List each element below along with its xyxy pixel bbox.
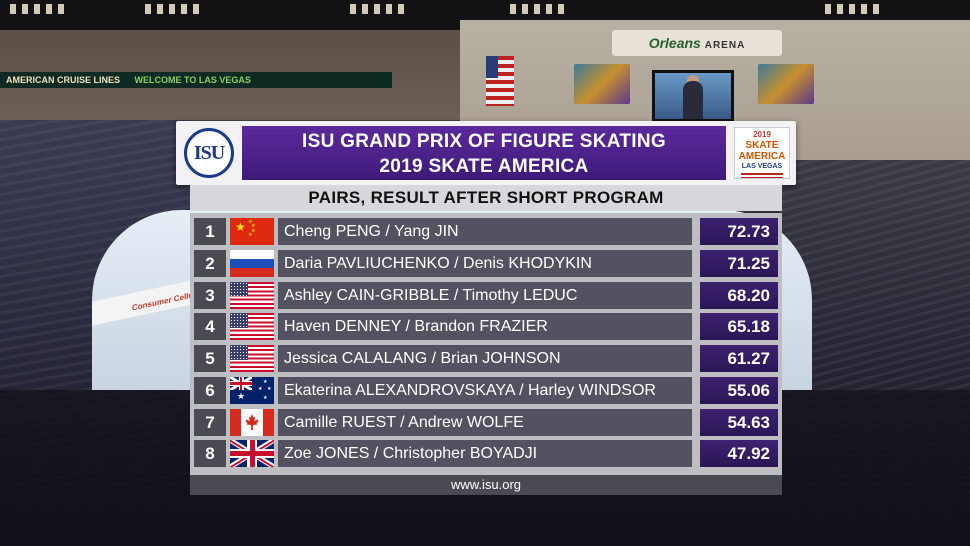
jumbotron-screen [652, 70, 734, 122]
rank-cell: 4 [194, 313, 226, 341]
result-row: 8 Zoe JONES / Christopher BOYADJI 47.92 [194, 438, 778, 470]
australia-flag-icon: ★ ★ ★ ★ ★ [230, 376, 274, 404]
event-logo-city: LAS VEGAS [741, 163, 783, 170]
result-row: 5 Jessica CALALANG / Brian JOHNSON 61.27 [194, 343, 778, 375]
arena-sign: Orleans ARENA [612, 30, 782, 56]
team-names: Haven DENNEY / Brandon FRAZIER [278, 313, 692, 341]
ceiling-light [825, 4, 885, 14]
ceiling-light [350, 4, 410, 14]
china-flag-icon: ★ ★ ★ ★ ★ [230, 218, 274, 245]
rank-cell: 7 [194, 408, 226, 436]
title-line-2: 2019 SKATE AMERICA [379, 156, 589, 177]
rank-cell: 5 [194, 345, 226, 372]
score-cell: 47.92 [700, 440, 778, 468]
team-names: Ekaterina ALEXANDROVSKAYA / Harley WINDS… [278, 376, 692, 404]
graphic-header: ISU ISU GRAND PRIX OF FIGURE SKATING 201… [176, 121, 796, 185]
score-cell: 54.63 [700, 408, 778, 436]
led-ribbon-board: AMERICAN CRUISE LINES WELCOME TO LAS VEG… [0, 72, 392, 88]
rank-cell: 3 [194, 281, 226, 309]
rank-cell: 6 [194, 376, 226, 404]
flag-star-icon: ★ [258, 385, 263, 392]
segment-subtitle: PAIRS, RESULT AFTER SHORT PROGRAM [190, 185, 782, 211]
maple-leaf-icon [245, 413, 259, 430]
score-cell: 65.18 [700, 313, 778, 341]
team-names: Cheng PENG / Yang JIN [278, 218, 692, 245]
union-jack [230, 440, 274, 468]
isu-logo-icon: ISU [184, 128, 234, 178]
result-row: 3 Ashley CAIN-GRIBBLE / Timothy LEDUC 68… [194, 280, 778, 312]
ribbon-ad-text: AMERICAN CRUISE LINES [6, 75, 121, 85]
result-row: 1 ★ ★ ★ ★ ★ Cheng PENG / Yang JIN 72.73 [194, 216, 778, 248]
event-logo-year: 2019 [753, 130, 771, 139]
flag-star-icon: ★ [263, 394, 268, 401]
flag-star-icon: ★ [267, 385, 272, 392]
title-box: ISU GRAND PRIX OF FIGURE SKATING 2019 SK… [242, 126, 726, 180]
score-cell: 55.06 [700, 376, 778, 404]
rank-cell: 2 [194, 249, 226, 277]
footer-url: www.isu.org [190, 475, 782, 495]
team-names: Daria PAVLIUCHENKO / Denis KHODYKIN [278, 249, 692, 277]
canada-flag-icon [230, 408, 274, 436]
flag-star-icon: ★ [237, 390, 246, 401]
flag-canton [230, 281, 248, 296]
result-row: 4 Haven DENNEY / Brandon FRAZIER 65.18 [194, 311, 778, 343]
rank-cell: 1 [194, 218, 226, 245]
usa-flag-icon [230, 313, 274, 341]
flag-star-icon: ★ [235, 220, 246, 234]
team-names: Ashley CAIN-GRIBBLE / Timothy LEDUC [278, 281, 692, 309]
team-names: Zoe JONES / Christopher BOYADJI [278, 440, 692, 468]
event-logo-name: SKATE AMERICA [738, 140, 786, 162]
union-jack-canton [230, 376, 252, 391]
score-cell: 72.73 [700, 218, 778, 245]
event-logo-stripe [741, 173, 783, 178]
flag-canton [230, 345, 248, 360]
flag-star-icon: ★ [251, 223, 256, 229]
flag-canton [230, 313, 248, 328]
ceiling-light [510, 4, 570, 14]
result-row: 6 ★ ★ ★ ★ ★ Ekaterina ALEXANDROVSKAYA / … [194, 375, 778, 407]
hanging-us-flag [486, 56, 514, 106]
event-banner-left [574, 64, 630, 104]
result-row: 2 Daria PAVLIUCHENKO / Denis KHODYKIN 71… [194, 248, 778, 280]
flag-star-icon: ★ [263, 378, 268, 385]
arena-sign-brand: Orleans [648, 35, 701, 51]
jumbotron-display [655, 73, 731, 119]
ceiling-light [145, 4, 205, 14]
arena-sign-word: ARENA [704, 40, 746, 51]
score-cell: 61.27 [700, 345, 778, 372]
presenter-figure [683, 81, 703, 119]
score-cell: 71.25 [700, 249, 778, 277]
usa-flag-icon [230, 345, 274, 372]
flag-cross-red [239, 376, 243, 391]
ribbon-welcome-text: WELCOME TO LAS VEGAS [134, 75, 251, 85]
ceiling-light [10, 4, 70, 14]
flag-star-icon: ★ [248, 232, 253, 238]
flag-cross-red [249, 440, 255, 468]
uk-flag-icon [230, 440, 274, 468]
team-names: Camille RUEST / Andrew WOLFE [278, 408, 692, 436]
flag-star-icon: ★ [251, 228, 256, 234]
event-banner-right [758, 64, 814, 104]
results-table: 1 ★ ★ ★ ★ ★ Cheng PENG / Yang JIN 72.73 … [190, 213, 782, 475]
skate-america-logo-icon: 2019 SKATE AMERICA LAS VEGAS [734, 127, 790, 179]
result-row: 7 Camille RUEST / Andrew WOLFE 54.63 [194, 407, 778, 439]
usa-flag-icon [230, 281, 274, 309]
score-cell: 68.20 [700, 281, 778, 309]
flag-star-icon: ★ [248, 219, 253, 225]
rank-cell: 8 [194, 440, 226, 468]
russia-flag-icon [230, 249, 274, 277]
results-graphic: ISU ISU GRAND PRIX OF FIGURE SKATING 201… [176, 121, 796, 497]
title-line-1: ISU GRAND PRIX OF FIGURE SKATING [302, 131, 666, 152]
team-names: Jessica CALALANG / Brian JOHNSON [278, 345, 692, 372]
